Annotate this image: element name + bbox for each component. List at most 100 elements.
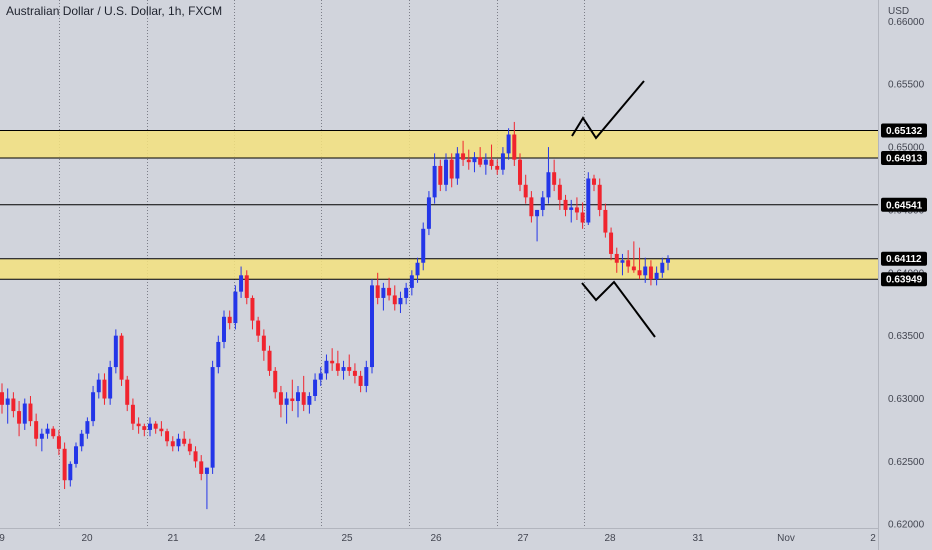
price-tag: 0.64541 (881, 197, 927, 212)
candle (648, 260, 653, 286)
candle (45, 423, 50, 439)
candle (290, 379, 295, 412)
candle (529, 191, 534, 223)
candle (483, 153, 488, 175)
candle (461, 140, 466, 166)
candle (364, 360, 369, 393)
candle (17, 401, 22, 437)
candle (284, 392, 289, 424)
candle (51, 426, 56, 439)
arrow-down-annotation (581, 280, 656, 338)
candle (68, 461, 73, 487)
candle (244, 270, 249, 305)
svg-text:0.64112: 0.64112 (886, 254, 922, 265)
candle (666, 255, 670, 271)
time-tick-label: 24 (254, 533, 266, 544)
candle (39, 428, 44, 452)
candle (239, 266, 244, 298)
candle (478, 147, 483, 168)
candle (187, 438, 192, 456)
candle (0, 383, 4, 414)
candle (500, 147, 505, 175)
time-tick-label: 9 (0, 533, 5, 544)
candle (546, 147, 551, 204)
candle (654, 266, 659, 286)
candle (227, 310, 232, 330)
price-tick-label: 0.66000 (888, 17, 925, 28)
candle (182, 431, 187, 447)
candle (495, 159, 500, 175)
candle (466, 149, 471, 170)
candle (472, 152, 477, 173)
candle (130, 398, 135, 430)
time-axis[interactable]: 9 20 21 24 25 26 27 28 31 Nov 2 (0, 528, 878, 545)
candle (398, 291, 403, 314)
candle (216, 335, 221, 374)
candle (569, 199, 574, 223)
candle (113, 329, 118, 374)
candle (540, 191, 545, 217)
candle (313, 373, 318, 402)
candle (358, 370, 363, 393)
candle (404, 282, 409, 305)
candle (603, 203, 608, 238)
candle (267, 345, 272, 376)
candle (28, 396, 33, 427)
candle (637, 247, 642, 280)
time-tick-label: 27 (517, 533, 529, 544)
candle (552, 159, 557, 192)
candle (22, 398, 27, 430)
candle (307, 392, 312, 414)
svg-text:0.64913: 0.64913 (886, 154, 923, 165)
annotations (571, 80, 656, 338)
chart-title: Australian Dollar / U.S. Dollar, 1h, FXC… (6, 4, 223, 18)
candle (586, 172, 591, 226)
candle (518, 153, 522, 192)
candle (574, 197, 579, 220)
candle (614, 247, 619, 273)
time-tick-label: 25 (341, 533, 353, 544)
price-tick-label: 0.65500 (888, 80, 925, 91)
candle (296, 385, 300, 418)
candle (444, 153, 448, 192)
candle (318, 367, 323, 386)
svg-text:0.65132: 0.65132 (886, 126, 923, 137)
candle (85, 417, 90, 439)
candle (210, 360, 215, 474)
candle (273, 367, 278, 399)
candle (432, 153, 437, 204)
price-tag: 0.64913 (881, 151, 927, 166)
candle (523, 174, 528, 204)
candle (11, 392, 16, 418)
candle (148, 417, 152, 437)
candle (108, 360, 113, 405)
candle (387, 277, 392, 301)
candle (455, 147, 460, 185)
candle (159, 421, 164, 437)
price-tick-label: 0.62000 (888, 520, 925, 531)
candle (352, 363, 357, 384)
candle (79, 429, 84, 452)
candle (489, 144, 494, 170)
price-tick-label: 0.62500 (888, 457, 925, 468)
svg-text:0.63949: 0.63949 (886, 275, 923, 286)
candle (620, 253, 625, 276)
price-tag: 0.63949 (881, 272, 927, 287)
candle (119, 333, 124, 386)
candle (91, 385, 96, 427)
candle (165, 428, 170, 447)
candle (643, 257, 648, 283)
arrow-up-annotation (571, 80, 645, 140)
candle (426, 191, 431, 236)
candle (96, 373, 101, 399)
candle (5, 388, 10, 424)
candle (392, 285, 397, 311)
candle (102, 373, 107, 405)
price-tick-label: 0.63500 (888, 331, 925, 342)
candle (375, 272, 380, 305)
candle (626, 250, 631, 273)
candle (660, 257, 665, 278)
candle (278, 385, 283, 418)
